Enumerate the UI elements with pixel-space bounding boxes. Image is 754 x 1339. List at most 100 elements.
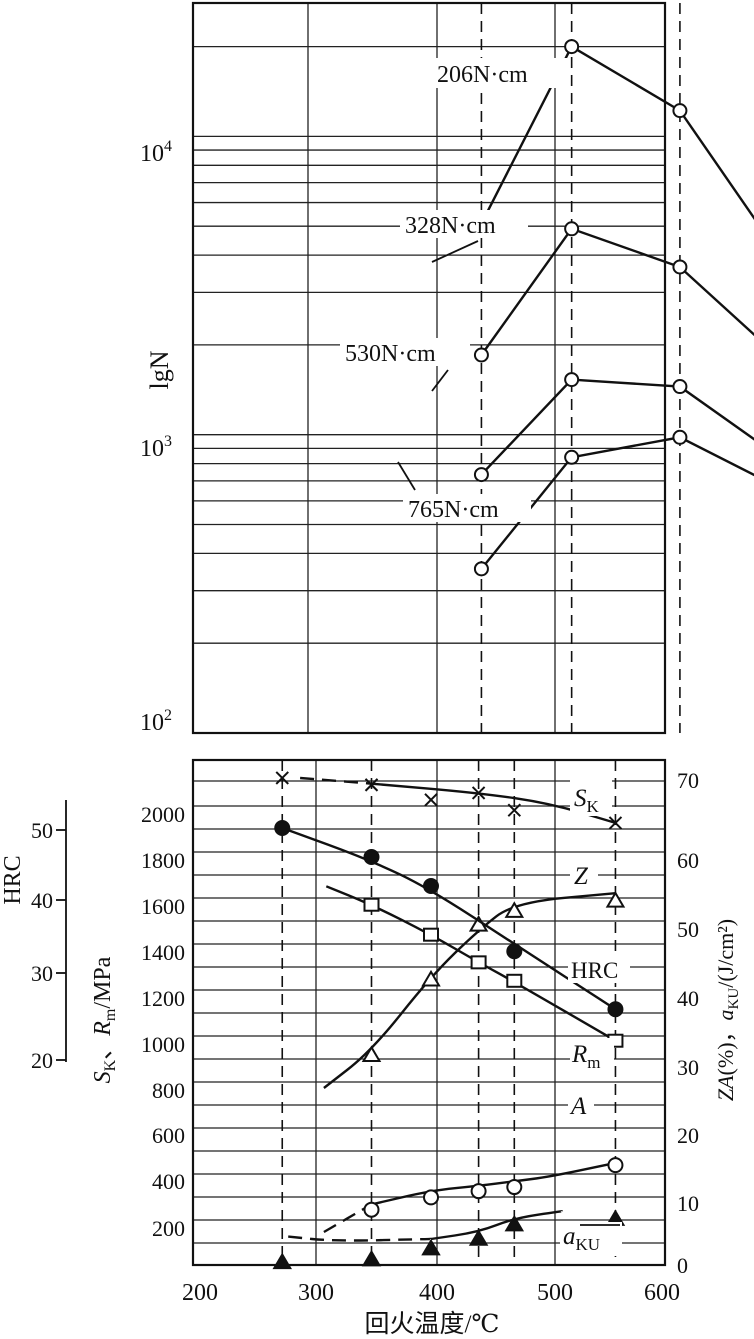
series-line <box>281 826 617 1011</box>
top-series-2 <box>473 221 754 363</box>
series-line <box>323 892 616 1089</box>
series-line <box>480 44 754 225</box>
hrc-ticklabel-20: 20 <box>31 1048 53 1073</box>
data-point <box>506 973 523 988</box>
data-point <box>564 449 580 465</box>
data-point <box>363 849 380 865</box>
bottom-series-z <box>323 891 626 1089</box>
top-grid <box>193 3 665 733</box>
data-point <box>421 969 441 987</box>
bottom-series-s-k <box>275 771 623 830</box>
label-aku: aKU <box>563 1223 600 1254</box>
series-line-dashed <box>300 776 373 785</box>
bottom-series-hrc <box>274 820 624 1018</box>
data-point <box>473 561 489 577</box>
data-point <box>470 1183 487 1200</box>
data-point <box>504 901 525 918</box>
hrc-ticklabel-30: 30 <box>31 961 53 986</box>
data-point <box>608 816 623 830</box>
left-tick-1000: 1000 <box>141 1032 185 1057</box>
bottom-series <box>272 771 626 1270</box>
data-point <box>506 943 523 960</box>
series-line <box>325 885 617 1042</box>
data-point <box>364 778 379 792</box>
xtick-600: 600 <box>644 1280 680 1306</box>
left-tick-800: 800 <box>152 1078 185 1103</box>
x-axis-title: 回火温度/℃ <box>365 1310 500 1338</box>
data-point <box>607 1157 624 1174</box>
data-point <box>607 1001 624 1018</box>
data-point <box>473 467 489 483</box>
xtick-400: 400 <box>419 1280 455 1306</box>
data-point <box>423 878 439 894</box>
label-328: 328N·cm <box>405 213 496 239</box>
series-line <box>371 782 616 825</box>
data-point <box>361 1249 382 1267</box>
right-tick-20: 20 <box>677 1123 699 1148</box>
data-point <box>272 1252 292 1270</box>
data-point <box>564 372 580 388</box>
top-ylabel: lgN <box>145 350 174 389</box>
top-series-3 <box>473 372 754 483</box>
left-axis-title: SK、Rm/MPa <box>90 956 119 1083</box>
data-point <box>275 771 289 785</box>
data-point <box>423 927 439 942</box>
top-ytick-1e3: 103 <box>140 433 172 462</box>
leader-765 <box>397 461 416 491</box>
hrc-ticklabel-40: 40 <box>31 888 53 913</box>
left-tick-400: 400 <box>152 1169 185 1194</box>
top-reference-lines <box>480 3 681 733</box>
left-tick-1600: 1600 <box>141 894 185 919</box>
data-point <box>423 1189 439 1206</box>
label-530: 530N·cm <box>345 341 436 367</box>
data-point <box>507 803 522 817</box>
data-point <box>470 955 487 970</box>
bottom-series-a-ku <box>272 1209 626 1270</box>
bottom-grid <box>193 760 665 1265</box>
data-point <box>468 1229 489 1246</box>
right-tick-60: 60 <box>677 848 699 873</box>
series-line <box>480 227 754 356</box>
data-point <box>672 379 688 395</box>
xtick-300: 300 <box>298 1280 334 1306</box>
top-frame <box>191 1 667 735</box>
right-tick-10: 10 <box>677 1191 699 1216</box>
label-765: 765N·cm <box>408 497 499 523</box>
series-line <box>430 1210 564 1241</box>
data-point <box>361 1045 382 1062</box>
data-point <box>506 1179 523 1196</box>
hrc-axis-title: HRC <box>0 855 26 904</box>
right-tick-0: 0 <box>677 1253 688 1278</box>
data-point <box>672 103 688 119</box>
leader-530 <box>431 369 449 392</box>
xtick-200: 200 <box>182 1280 218 1306</box>
top-ytick-1e4: 104 <box>140 138 172 167</box>
left-ticks: 200 400 600 800 1000 1200 1400 1600 1800… <box>141 802 185 1241</box>
data-point <box>564 221 580 237</box>
data-point <box>672 429 688 445</box>
label-206: 206N·cm <box>437 62 528 88</box>
data-point <box>564 39 580 55</box>
left-tick-600: 600 <box>152 1123 185 1148</box>
top-panel: 104 103 102 lgN 206N·cm 328N·cm 530N·cm … <box>140 1 754 736</box>
left-tick-1200: 1200 <box>141 986 185 1011</box>
left-tick-1400: 1400 <box>141 940 185 965</box>
series-line <box>371 1161 616 1206</box>
leader-328 <box>431 240 479 263</box>
data-point <box>424 793 438 807</box>
label-sk: SK <box>574 785 600 816</box>
top-ytick-1e2: 102 <box>140 707 172 736</box>
label-z: Z <box>574 863 589 890</box>
data-point <box>274 820 291 836</box>
data-point <box>363 897 380 912</box>
label-rm: Rm <box>571 1041 601 1072</box>
bottom-frame <box>191 758 667 1267</box>
right-tick-30: 30 <box>677 1055 699 1080</box>
right-tick-50: 50 <box>677 917 699 942</box>
left-tick-2000: 2000 <box>141 802 185 827</box>
series-line <box>480 378 754 476</box>
left-tick-1800: 1800 <box>141 848 185 873</box>
data-point <box>363 1201 380 1218</box>
left-tick-200: 200 <box>152 1216 185 1241</box>
